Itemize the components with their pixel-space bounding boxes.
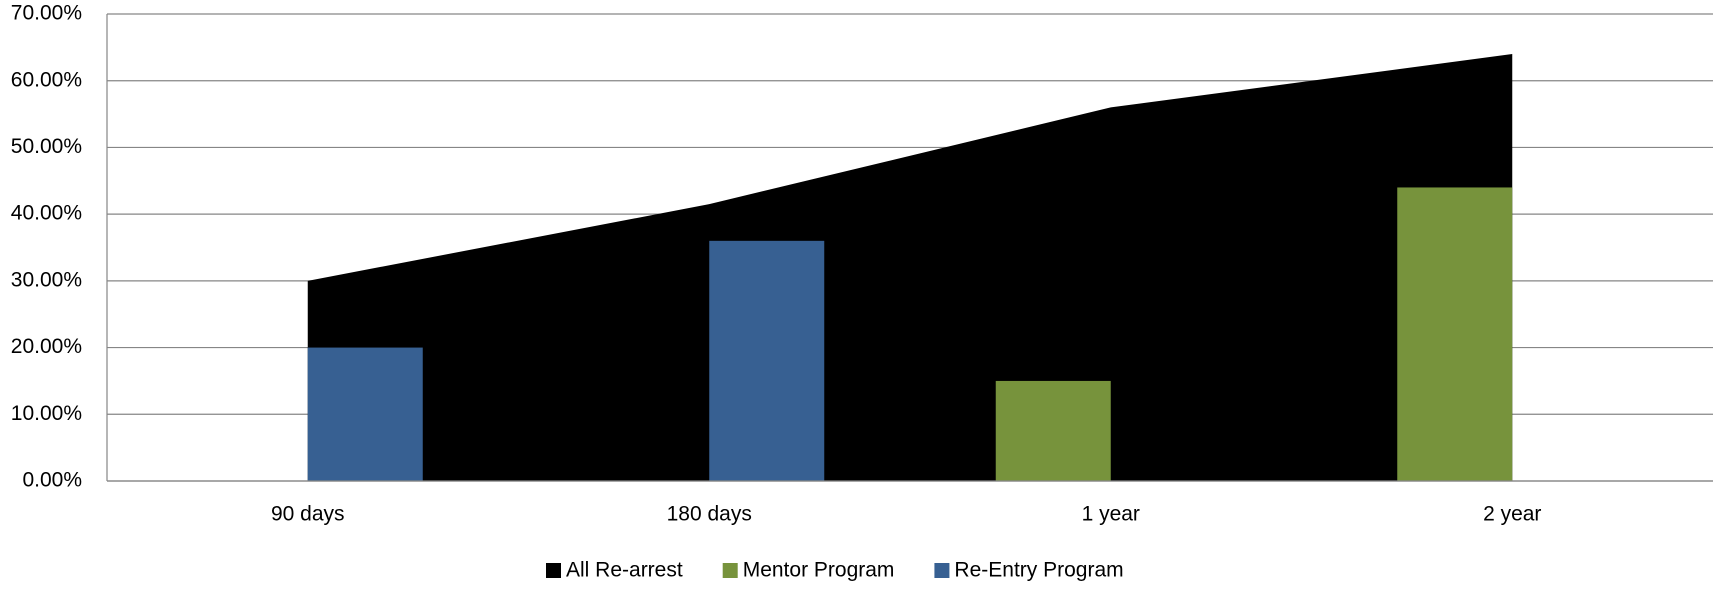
y-tick-label: 0.00% [22,469,82,492]
legend-swatch [934,563,950,578]
legend-label: Mentor Program [743,559,895,582]
y-tick-label: 30.00% [11,268,82,291]
area [307,54,1513,482]
legend: All Re-arrest Mentor Program Re-Entry Prog… [546,559,1124,582]
x-tick-label: 90 days [271,503,345,526]
y-tick-label: 70.00% [11,2,82,25]
legend-swatch [722,563,738,578]
legend-swatch [546,563,561,578]
bar [307,347,423,481]
y-tick-label: 60.00% [11,68,82,91]
bar [995,380,1111,481]
y-tick-label: 20.00% [11,335,82,358]
x-tick-label: 180 days [667,503,752,526]
legend-label: Re-Entry Program [954,559,1123,582]
x-tick-label: 1 year [1082,503,1140,526]
x-tick-label: 2 year [1483,503,1541,526]
y-tick-label: 40.00% [11,202,82,225]
y-tick-label: 10.00% [11,402,82,425]
legend-label: All Re-arrest [566,559,683,582]
y-tick-label: 50.00% [11,135,82,158]
bar [709,240,825,481]
bar [1397,187,1513,481]
